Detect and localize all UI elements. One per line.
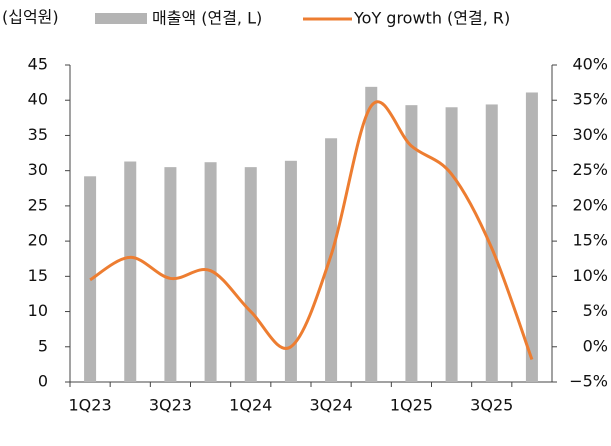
bar [284, 160, 297, 382]
y-tick-label: 20 [28, 231, 48, 250]
bar [164, 167, 177, 382]
x-tick-label: 1Q24 [229, 396, 272, 415]
x-tick-label: 3Q23 [149, 396, 192, 415]
y2-tick-label: 20% [572, 195, 608, 214]
bar [325, 138, 338, 382]
bar [365, 86, 378, 383]
y-tick-label: 5 [38, 336, 48, 355]
bar [445, 107, 458, 383]
y2-tick-label: 5% [583, 301, 608, 320]
y-tick-label: 35 [28, 125, 48, 144]
legend-swatch [95, 13, 147, 24]
x-tick-label: 3Q24 [310, 396, 353, 415]
y-tick-label: 45 [28, 55, 48, 74]
y2-tick-label: 40% [572, 55, 608, 74]
bar [525, 92, 538, 383]
bar [124, 161, 137, 382]
bar [485, 104, 498, 383]
y2-tick-label: 0% [583, 336, 608, 355]
y2-tick-label: 35% [572, 90, 608, 109]
y2-tick-label: 30% [572, 125, 608, 144]
y-tick-label: 10 [28, 301, 48, 320]
y2-tick-label: 15% [572, 231, 608, 250]
y-tick-label: 25 [28, 195, 48, 214]
y-tick-label: 30 [28, 160, 48, 179]
bar [244, 167, 257, 382]
x-tick-label: 3Q25 [470, 396, 513, 415]
x-tick-label: 1Q25 [390, 396, 433, 415]
y2-tick-label: 10% [572, 266, 608, 285]
y-tick-label: 0 [38, 372, 48, 391]
unit-label: (십억원) [2, 8, 59, 27]
bar [405, 105, 418, 383]
x-tick-label: 1Q23 [69, 396, 112, 415]
y2-tick-label: −5% [569, 372, 608, 391]
line [89, 100, 534, 360]
y-tick-label: 15 [28, 266, 48, 285]
legend-label: 매출액 (연결, L) [152, 9, 262, 28]
legend-label: YoY growth (연결, R) [353, 9, 510, 28]
y-tick-label: 40 [28, 90, 48, 109]
y2-tick-label: 25% [572, 160, 608, 179]
